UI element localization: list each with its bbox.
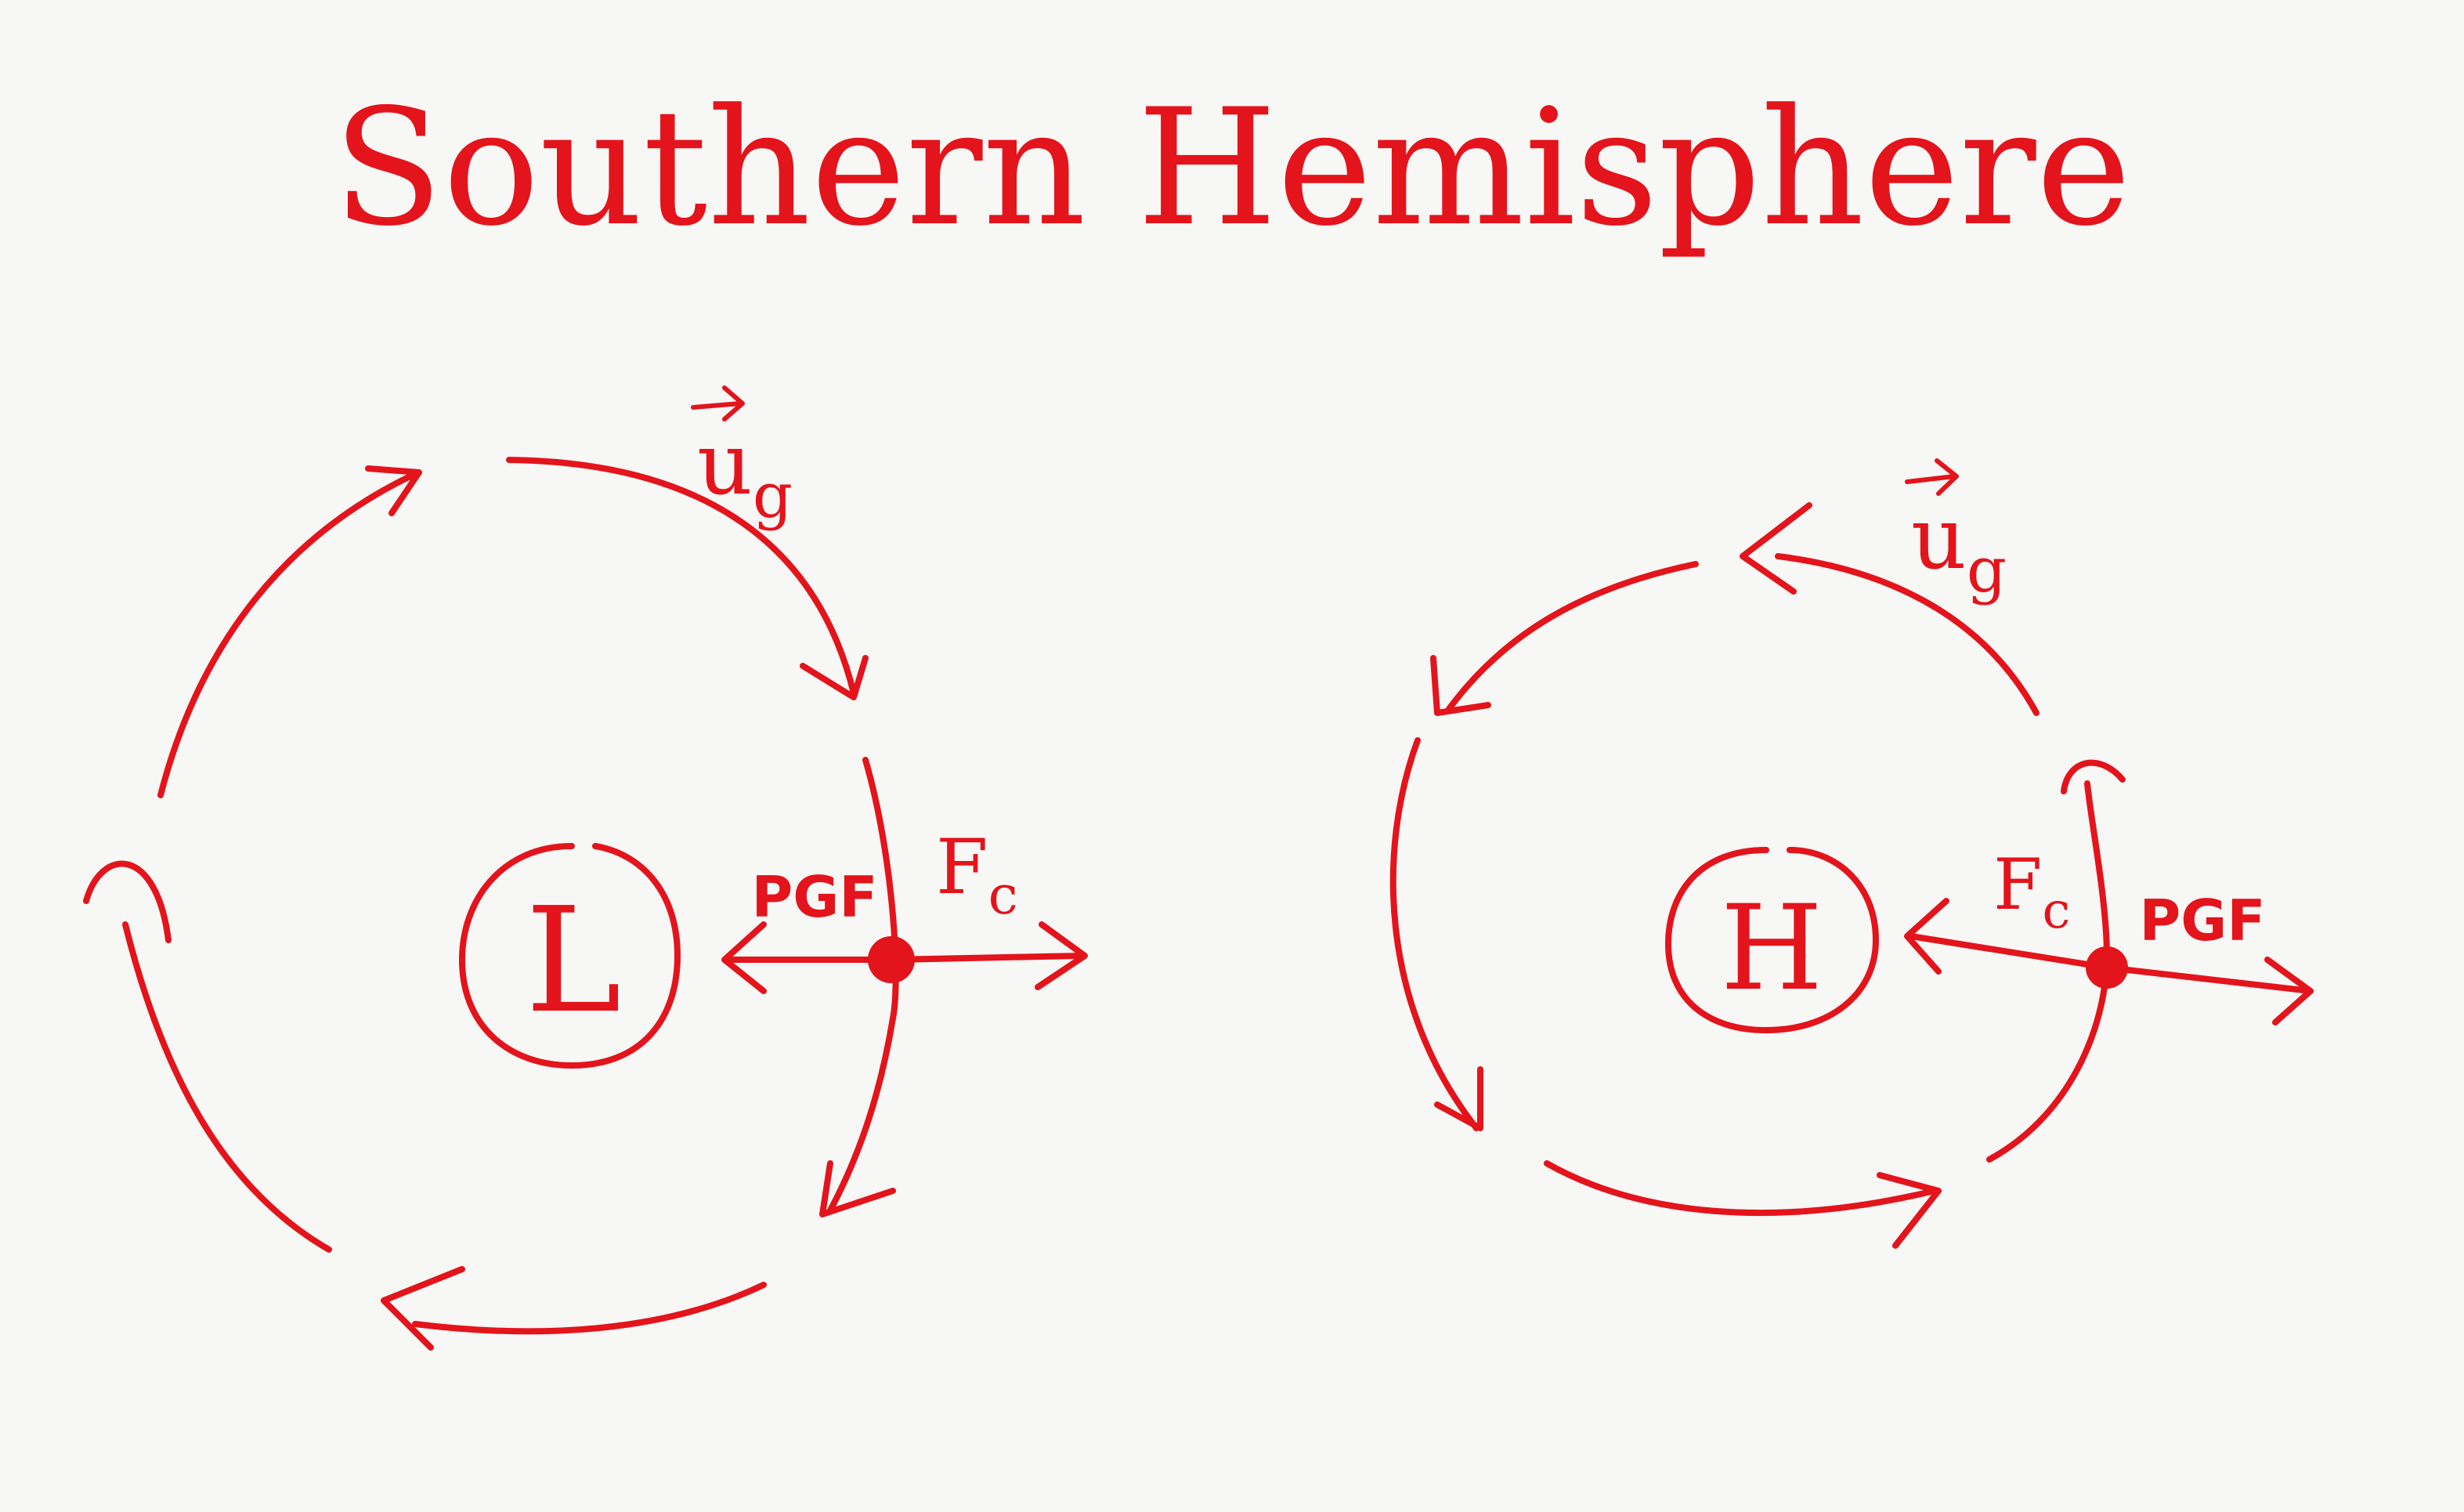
arrowhead — [1877, 1172, 1942, 1249]
high-pgf-vector — [2104, 964, 2314, 994]
low-circulation-arc-bottom — [412, 1282, 767, 1335]
low-coriolis-label: Fc — [936, 823, 1018, 927]
low-circulation-arc-left — [122, 921, 332, 1253]
high-coriolis-label: Fc — [1993, 844, 2070, 940]
arrowhead — [1035, 921, 1088, 990]
arrowhead — [819, 1160, 896, 1217]
arrowhead — [365, 465, 422, 516]
arrowhead — [1740, 502, 1812, 595]
high-circulation-arc-left — [1389, 737, 1479, 1131]
arrowhead — [2061, 759, 2126, 794]
vector-arrow-icon — [1905, 458, 1959, 496]
arrowhead — [800, 655, 869, 700]
high-circulation-arc-topleft — [1446, 561, 1699, 712]
high-coriolis-vector — [1908, 933, 2110, 971]
high-pressure-system: H Fc PGF ug — [1389, 458, 2314, 1249]
low-pgf-label: PGF — [751, 864, 877, 930]
arrowhead — [83, 860, 172, 943]
low-circulation-arc-right — [827, 757, 899, 1214]
high-center-circle — [1665, 847, 1879, 1033]
arrowhead — [381, 1266, 465, 1351]
low-wind-label: ug — [697, 414, 793, 532]
low-circulation-arc-top — [506, 457, 857, 696]
arrowhead — [1430, 655, 1491, 716]
arrowhead — [721, 921, 767, 994]
arrowhead — [1904, 898, 1949, 975]
arrowhead — [1434, 1066, 1483, 1131]
high-circulation-arc-top — [1775, 553, 2039, 716]
high-air-parcel-dot — [2086, 946, 2128, 989]
low-air-parcel-dot — [868, 936, 915, 983]
arrowhead — [2264, 957, 2314, 1025]
low-pressure-system: L PGF Fc ug — [83, 385, 1088, 1351]
low-circulation-arc-topleft — [157, 471, 418, 798]
high-circulation-arc-bottom — [1544, 1160, 1938, 1217]
vector-arrow-icon — [691, 385, 745, 421]
low-coriolis-vector — [890, 953, 1084, 963]
high-wind-label: ug — [1911, 488, 2007, 606]
low-center-circle — [459, 843, 681, 1069]
high-pgf-label: PGF — [2139, 888, 2265, 953]
high-center-label: H — [1721, 881, 1823, 1017]
low-center-label: L — [526, 876, 622, 1045]
diagram-title: Southern Hemisphere — [333, 75, 2131, 262]
